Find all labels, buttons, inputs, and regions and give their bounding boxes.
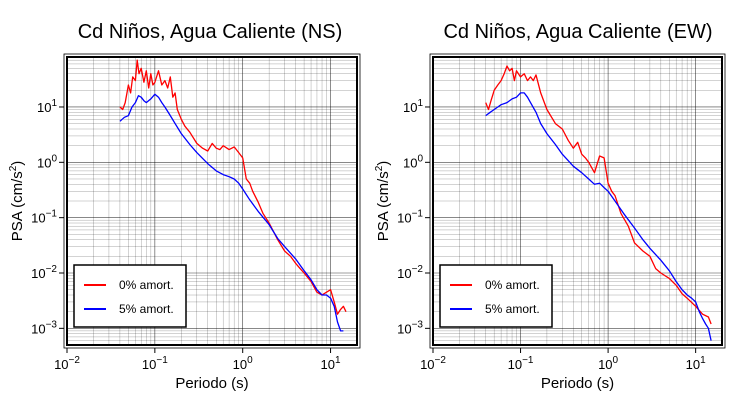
x-tick-label: 10−2: [420, 355, 446, 372]
y-tick-label: 10−3: [397, 319, 423, 336]
plot-frame: [432, 56, 723, 346]
series-line-5pct: [119, 93, 344, 332]
x-tick-base: 10: [598, 357, 612, 372]
x-tick-label: 101: [321, 355, 341, 372]
y-tick-base: 10: [37, 155, 51, 170]
y-label-close: ): [375, 161, 392, 166]
y-tick-exp: 1: [417, 98, 423, 109]
y-tick-label: 10−1: [31, 209, 57, 226]
x-tick-label: 10−1: [508, 355, 534, 372]
y-tick-exp: 1: [51, 98, 57, 109]
legend: 0% amort. 5% amort.: [73, 264, 187, 328]
chart-title: Cd Niños, Agua Caliente (EW): [443, 21, 712, 43]
x-tick-exp: 0: [247, 355, 253, 366]
x-tick-label: 100: [598, 355, 618, 372]
y-tick-base: 10: [403, 155, 417, 170]
series-line-5pct: [485, 92, 712, 341]
legend-box: [73, 264, 187, 328]
x-tick-exp: 1: [700, 355, 706, 366]
y-tick-base: 10: [397, 211, 411, 226]
y-label-sup: 2: [8, 165, 19, 171]
legend-label: 5% amort.: [119, 302, 174, 316]
x-tick-exp: −2: [435, 355, 447, 366]
chart-panel-ew: Cd Niños, Agua Caliente (EW)10−2 10−1 100 1…: [374, 21, 726, 392]
plot-frame-outer: [429, 53, 726, 349]
x-tick-exp: 0: [613, 355, 619, 366]
chart-panel-ns: Cd Niños, Agua Caliente (NS)10−2 10−1 100 1…: [8, 21, 361, 392]
y-tick-exp: −3: [46, 319, 58, 330]
y-tick-base: 10: [31, 266, 45, 281]
y-tick-exp: −2: [46, 264, 58, 275]
x-tick-label: 10−1: [142, 355, 168, 372]
y-tick-exp: −1: [46, 209, 58, 220]
plot-frame-outer: [63, 53, 361, 349]
x-axis-label: Periodo (s): [175, 375, 248, 392]
y-label-close: ): [9, 161, 26, 166]
legend-label: 5% amort.: [485, 302, 540, 316]
legend-label: 0% amort.: [119, 278, 174, 292]
y-tick-label: 10−2: [31, 264, 57, 281]
x-tick-base: 10: [420, 357, 434, 372]
chart-title: Cd Niños, Agua Caliente (NS): [78, 21, 343, 43]
y-tick-exp: −1: [412, 209, 424, 220]
y-tick-base: 10: [397, 266, 411, 281]
y-tick-base: 10: [403, 100, 417, 115]
y-tick-exp: −3: [412, 319, 424, 330]
y-axis-label: PSA (cm/s2): [8, 161, 26, 242]
x-tick-base: 10: [54, 357, 68, 372]
y-tick-label: 100: [37, 153, 57, 170]
x-tick-exp: −1: [156, 355, 168, 366]
y-tick-label: 10−2: [397, 264, 423, 281]
x-tick-base: 10: [142, 357, 156, 372]
legend: 0% amort. 5% amort.: [439, 264, 553, 328]
y-tick-exp: 0: [51, 153, 57, 164]
x-tick-base: 10: [508, 357, 522, 372]
series-line-0pct: [119, 59, 347, 315]
y-tick-base: 10: [397, 321, 411, 336]
y-tick-label: 10−1: [397, 209, 423, 226]
x-tick-label: 10−2: [54, 355, 80, 372]
grid: [66, 56, 358, 346]
y-tick-label: 10−3: [31, 319, 57, 336]
legend-label: 0% amort.: [485, 278, 540, 292]
y-tick-base: 10: [31, 321, 45, 336]
y-tick-base: 10: [37, 100, 51, 115]
x-tick-label: 101: [686, 355, 706, 372]
x-tick-exp: −2: [69, 355, 81, 366]
x-axis-label: Periodo (s): [541, 375, 614, 392]
y-axis-label: PSA (cm/s2): [374, 161, 392, 242]
y-tick-label: 101: [37, 98, 57, 115]
x-tick-label: 100: [233, 355, 253, 372]
x-tick-exp: −1: [522, 355, 534, 366]
y-label-sup: 2: [374, 165, 385, 171]
x-tick-base: 10: [686, 357, 700, 372]
x-tick-exp: 1: [335, 355, 341, 366]
plot-frame: [66, 56, 358, 346]
series-line-0pct: [485, 65, 712, 325]
y-tick-exp: 0: [417, 153, 423, 164]
y-label-main: PSA (cm/s: [375, 171, 392, 241]
y-label-main: PSA (cm/s: [9, 171, 26, 241]
x-tick-base: 10: [321, 357, 335, 372]
y-tick-label: 101: [403, 98, 423, 115]
legend-box: [439, 264, 553, 328]
x-tick-base: 10: [233, 357, 247, 372]
y-tick-label: 100: [403, 153, 423, 170]
y-tick-exp: −2: [412, 264, 424, 275]
y-tick-base: 10: [31, 211, 45, 226]
